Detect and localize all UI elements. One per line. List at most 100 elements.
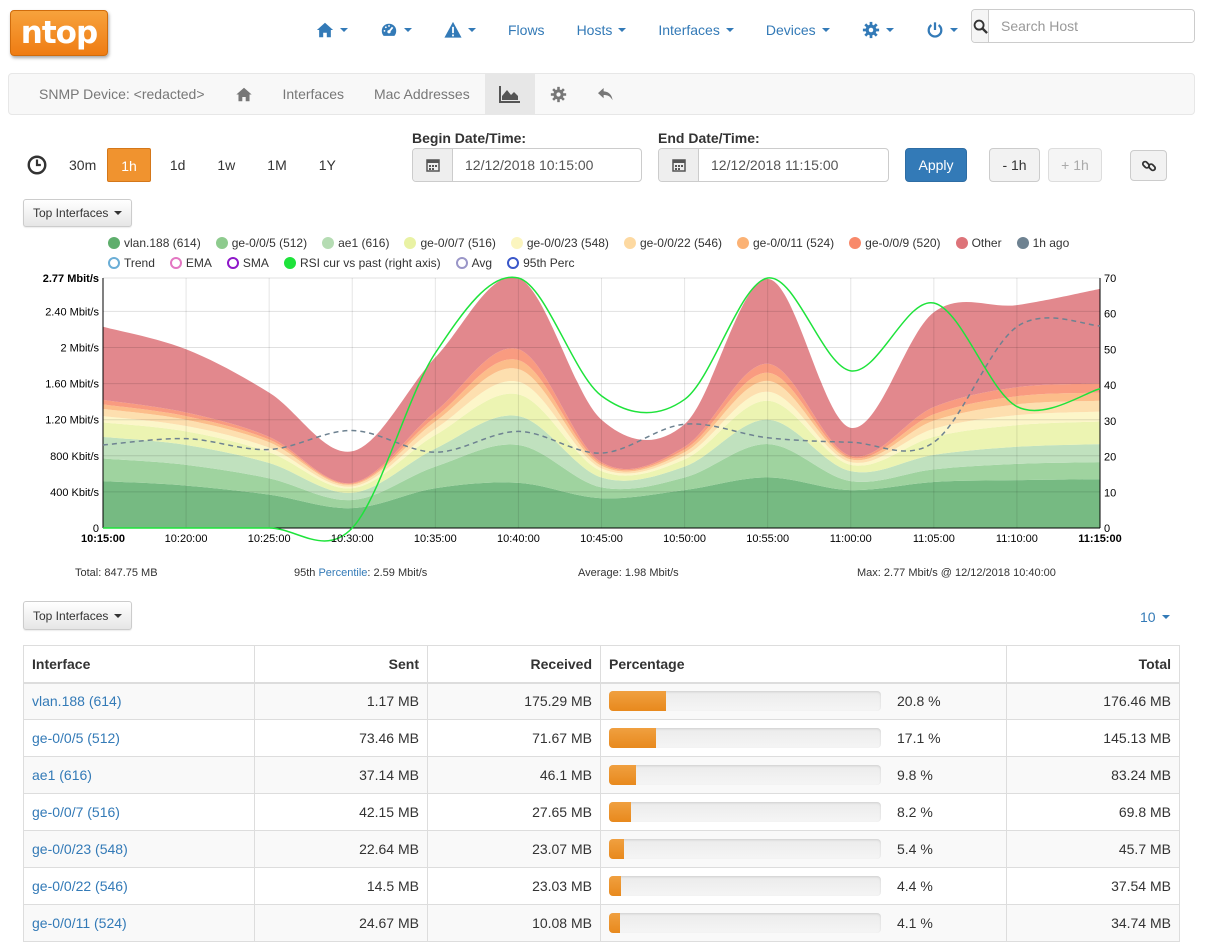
interface-link[interactable]: vlan.188 (614) <box>32 693 122 710</box>
end-date-value[interactable]: 12/12/2018 11:15:00 <box>711 157 839 173</box>
subnav-mac-addresses[interactable]: Mac Addresses <box>373 86 470 102</box>
interface-link[interactable]: ge-0/0/23 (548) <box>32 841 128 857</box>
search-button[interactable] <box>972 10 989 42</box>
subnav-back[interactable] <box>582 74 629 114</box>
nav-dashboard[interactable] <box>364 10 428 50</box>
subnav-interfaces[interactable]: Interfaces <box>282 86 344 102</box>
cell-total: 83.24 MB <box>1006 756 1180 794</box>
nav-hosts[interactable]: Hosts <box>561 10 643 50</box>
minus-1h-button[interactable]: - 1h <box>989 148 1040 182</box>
begin-date-value[interactable]: 12/12/2018 10:15:00 <box>465 157 594 173</box>
end-date-field[interactable]: 12/12/2018 11:15:00 <box>658 148 889 182</box>
range-1d[interactable]: 1d <box>169 157 186 173</box>
legend-item[interactable]: vlan.188 (614) <box>108 236 201 250</box>
apply-button[interactable]: Apply <box>905 148 967 182</box>
legend-swatch-icon <box>623 237 636 249</box>
col-received[interactable]: Received <box>427 645 601 684</box>
legend-overlay-item[interactable]: Avg <box>455 256 492 270</box>
subnav-charts[interactable] <box>484 74 535 114</box>
subnav-settings[interactable] <box>535 74 582 114</box>
legend-item[interactable]: 1h ago <box>1016 236 1069 250</box>
legend-item[interactable]: ge-0/0/22 (546) <box>623 236 722 250</box>
nav-power[interactable] <box>910 10 974 50</box>
col-total[interactable]: Total <box>1006 645 1180 684</box>
legend-overlay-item[interactable]: EMA <box>169 256 212 270</box>
col-sent[interactable]: Sent <box>254 645 428 684</box>
legend-overlay-item[interactable]: Trend <box>108 256 155 270</box>
range-1h[interactable]: 1h <box>107 148 151 182</box>
cell-percentage: 4.4 % <box>600 867 1007 905</box>
legend-item[interactable]: ge-0/0/9 (520) <box>849 236 941 250</box>
cell-sent: 22.64 MB <box>254 830 428 868</box>
plus-1h-button[interactable]: + 1h <box>1048 148 1102 182</box>
percentage-bar <box>609 913 881 933</box>
legend-overlay-item[interactable]: SMA <box>226 256 269 270</box>
begin-date-field[interactable]: 12/12/2018 10:15:00 <box>412 148 642 182</box>
nav-interfaces[interactable]: Interfaces <box>642 10 749 50</box>
nav-home[interactable] <box>300 10 364 50</box>
caret-down-icon <box>885 28 894 32</box>
col-interface[interactable]: Interface <box>23 645 255 684</box>
cell-total: 34.74 MB <box>1006 904 1180 942</box>
ntop-logo[interactable]: ntop <box>10 10 108 56</box>
nav-settings[interactable] <box>846 10 910 50</box>
interface-link[interactable]: ge-0/0/22 (546) <box>32 878 128 894</box>
cell-percentage: 5.4 % <box>600 830 1007 868</box>
percentage-label: 5.4 % <box>897 841 933 857</box>
nav-alerts[interactable] <box>428 10 492 50</box>
x-tick-label: 11:15:00 <box>1078 533 1121 545</box>
cell-received: 46.1 MB <box>427 756 601 794</box>
percentage-bar <box>609 802 881 822</box>
interface-link[interactable]: ae1 (616) <box>32 767 92 783</box>
search-input[interactable] <box>989 10 1194 42</box>
cell-interface: ge-0/0/22 (546) <box>23 867 255 905</box>
x-tick-label: 10:30:00 <box>331 533 374 545</box>
col-percentage[interactable]: Percentage <box>600 645 1007 684</box>
caret-down-icon <box>404 28 412 32</box>
interface-link[interactable]: ge-0/0/7 (516) <box>32 804 120 820</box>
per-page-dropdown[interactable]: 10 <box>1140 609 1170 625</box>
x-tick-label: 11:05:00 <box>913 533 955 545</box>
legend-item[interactable]: ge-0/0/7 (516) <box>404 236 496 250</box>
y-tick-label: 1.60 Mbit/s <box>45 379 99 391</box>
table-row: ge-0/0/5 (512) 73.46 MB 71.67 MB 17.1 % 145.… <box>23 719 1180 757</box>
cell-interface: ge-0/0/23 (548) <box>23 830 255 868</box>
interface-link[interactable]: ge-0/0/5 (512) <box>32 730 120 746</box>
y-tick-label: 400 Kbit/s <box>50 487 99 499</box>
legend-label: Other <box>971 236 1002 250</box>
caret-down-icon <box>468 28 476 32</box>
subnav-home[interactable] <box>220 74 268 114</box>
device-title[interactable]: SNMP Device: <redacted> <box>39 86 205 102</box>
permalink-button[interactable] <box>1130 150 1167 181</box>
legend-label: ge-0/0/5 (512) <box>231 236 308 250</box>
interface-link[interactable]: ge-0/0/11 (524) <box>32 915 127 931</box>
top-interfaces-dropdown[interactable]: Top Interfaces <box>23 199 133 227</box>
range-1M[interactable]: 1M <box>267 157 287 173</box>
legend-item[interactable]: ge-0/0/11 (524) <box>737 236 834 250</box>
percentage-bar-fill <box>609 728 656 748</box>
y2-tick-label: 70 <box>1104 273 1116 285</box>
calendar-icon[interactable] <box>413 149 453 181</box>
legend-item[interactable]: ae1 (616) <box>322 236 389 250</box>
calendar-icon[interactable] <box>659 149 699 181</box>
legend-overlay-item[interactable]: RSI cur vs past (right axis) <box>283 256 441 270</box>
area-series-1 <box>103 444 1100 509</box>
legend-swatch-icon <box>322 237 335 249</box>
cell-received: 71.67 MB <box>427 719 601 757</box>
top-interfaces-table-dropdown[interactable]: Top Interfaces <box>23 601 133 630</box>
legend-item[interactable]: Other <box>955 236 1002 250</box>
legend-item[interactable]: ge-0/0/5 (512) <box>215 236 308 250</box>
legend-item[interactable]: ge-0/0/23 (548) <box>510 236 609 250</box>
percentile-link[interactable]: Percentile <box>318 567 368 579</box>
traffic-area-chart: 0 400 Kbit/s 800 Kbit/s 1.20 Mbit/s 1.60 Mbi… <box>43 273 1122 545</box>
x-tick-label: 10:25:00 <box>248 533 291 545</box>
percentage-bar <box>609 728 881 748</box>
cell-sent: 1.17 MB <box>254 682 428 720</box>
range-1Y[interactable]: 1Y <box>318 157 336 173</box>
range-1w[interactable]: 1w <box>217 157 236 173</box>
nav-flows[interactable]: Flows <box>492 10 561 50</box>
legend-overlay-item[interactable]: 95th Perc <box>507 256 574 270</box>
gear-icon <box>550 86 566 102</box>
nav-devices[interactable]: Devices <box>750 10 846 50</box>
range-30m[interactable]: 30m <box>69 157 97 173</box>
